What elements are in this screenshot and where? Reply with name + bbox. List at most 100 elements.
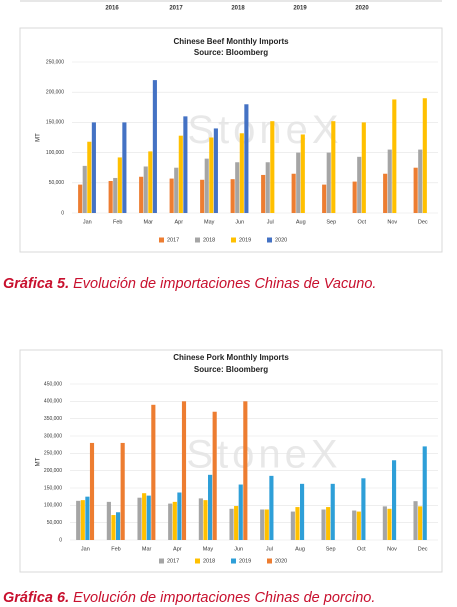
bar bbox=[357, 156, 362, 213]
bar bbox=[392, 460, 397, 540]
bar bbox=[387, 508, 392, 540]
y-axis-label: MT bbox=[36, 133, 42, 142]
x-tick-label: Sep bbox=[326, 546, 336, 552]
bar bbox=[120, 442, 125, 540]
bar bbox=[356, 511, 361, 540]
bar bbox=[91, 122, 96, 213]
bar bbox=[142, 493, 147, 540]
y-tick-label: 250,000 bbox=[44, 451, 62, 457]
legend-label: 2018 bbox=[203, 558, 215, 564]
bar bbox=[383, 173, 388, 213]
bar bbox=[116, 512, 121, 540]
x-tick-label: Oct bbox=[357, 219, 366, 225]
bar bbox=[352, 181, 357, 213]
y-tick-label: 300,000 bbox=[44, 433, 62, 439]
bar bbox=[213, 128, 218, 213]
bar bbox=[238, 484, 243, 540]
x-tick-label: Jul bbox=[266, 546, 273, 552]
axis-label: 2020 bbox=[355, 6, 369, 12]
bar bbox=[413, 167, 418, 213]
legend-label: 2020 bbox=[275, 237, 287, 243]
bar bbox=[331, 121, 336, 213]
bar bbox=[361, 478, 366, 540]
bar bbox=[146, 495, 151, 540]
legend-label: 2018 bbox=[203, 237, 215, 243]
legend-swatch bbox=[231, 558, 236, 564]
bar bbox=[418, 149, 423, 213]
bar bbox=[361, 122, 366, 213]
bar bbox=[80, 500, 85, 540]
bar bbox=[177, 492, 182, 540]
bar bbox=[230, 179, 235, 213]
bar bbox=[212, 411, 217, 540]
bar bbox=[148, 151, 153, 213]
bar bbox=[392, 99, 397, 213]
legend-label: 2020 bbox=[275, 558, 287, 564]
bar bbox=[208, 474, 213, 540]
bar bbox=[321, 509, 326, 540]
chart-title: Chinese Pork Monthly Imports bbox=[173, 353, 289, 362]
x-tick-label: Jan bbox=[81, 546, 90, 552]
legend-swatch bbox=[195, 558, 200, 564]
legend-swatch bbox=[159, 558, 164, 564]
x-tick-label: Jan bbox=[83, 219, 92, 225]
bar bbox=[352, 510, 357, 540]
y-tick-label: 100,000 bbox=[46, 150, 64, 156]
caption-text: Evolución de importaciones Chinas de por… bbox=[73, 590, 375, 606]
y-tick-label: 50,000 bbox=[47, 520, 63, 526]
bar bbox=[117, 157, 122, 213]
bar bbox=[151, 404, 156, 540]
x-tick-label: Dec bbox=[418, 546, 428, 552]
bar bbox=[243, 401, 248, 540]
x-tick-label: Nov bbox=[387, 219, 397, 225]
bar bbox=[387, 149, 392, 213]
y-tick-label: 150,000 bbox=[44, 485, 62, 491]
bar bbox=[122, 122, 127, 213]
bar bbox=[174, 167, 179, 213]
axis-label: 2019 bbox=[293, 6, 307, 12]
bar bbox=[270, 121, 275, 213]
y-tick-label: 450,000 bbox=[44, 381, 62, 387]
caption-label: Gráfica 6. bbox=[3, 590, 69, 606]
bar bbox=[172, 501, 177, 540]
x-tick-label: Feb bbox=[113, 219, 122, 225]
y-tick-label: 0 bbox=[61, 210, 64, 216]
bar bbox=[300, 483, 305, 540]
bar bbox=[152, 80, 157, 214]
bar bbox=[113, 177, 118, 213]
bar bbox=[269, 475, 274, 540]
bar bbox=[291, 173, 296, 213]
bar bbox=[264, 509, 269, 540]
x-tick-label: Oct bbox=[357, 546, 366, 552]
bar bbox=[295, 507, 300, 540]
bar bbox=[422, 98, 427, 213]
y-tick-label: 100,000 bbox=[44, 503, 62, 509]
legend-label: 2019 bbox=[239, 558, 251, 564]
chart-subtitle: Source: Bloomberg bbox=[194, 365, 268, 374]
watermark: StoneX bbox=[186, 433, 341, 477]
x-tick-label: Apr bbox=[173, 546, 182, 552]
y-tick-label: 250,000 bbox=[46, 59, 64, 65]
bar bbox=[181, 401, 187, 540]
bar bbox=[76, 500, 81, 540]
x-tick-label: Nov bbox=[387, 546, 397, 552]
bar bbox=[204, 158, 209, 213]
bar bbox=[234, 506, 239, 540]
bar bbox=[168, 503, 173, 540]
x-tick-label: Jun bbox=[234, 546, 243, 552]
bar bbox=[260, 509, 265, 540]
y-tick-label: 200,000 bbox=[46, 90, 64, 96]
x-tick-label: Aug bbox=[295, 546, 305, 552]
caption-text: Evolución de importaciones Chinas de Vac… bbox=[73, 276, 376, 292]
bar bbox=[244, 104, 249, 213]
legend-swatch bbox=[231, 237, 236, 243]
bar bbox=[198, 498, 203, 540]
bar bbox=[139, 176, 144, 213]
chart-subtitle: Source: Bloomberg bbox=[194, 48, 268, 57]
bar bbox=[87, 141, 92, 213]
legend-swatch bbox=[267, 558, 272, 564]
y-tick-label: 200,000 bbox=[44, 468, 62, 474]
bar bbox=[418, 506, 423, 540]
